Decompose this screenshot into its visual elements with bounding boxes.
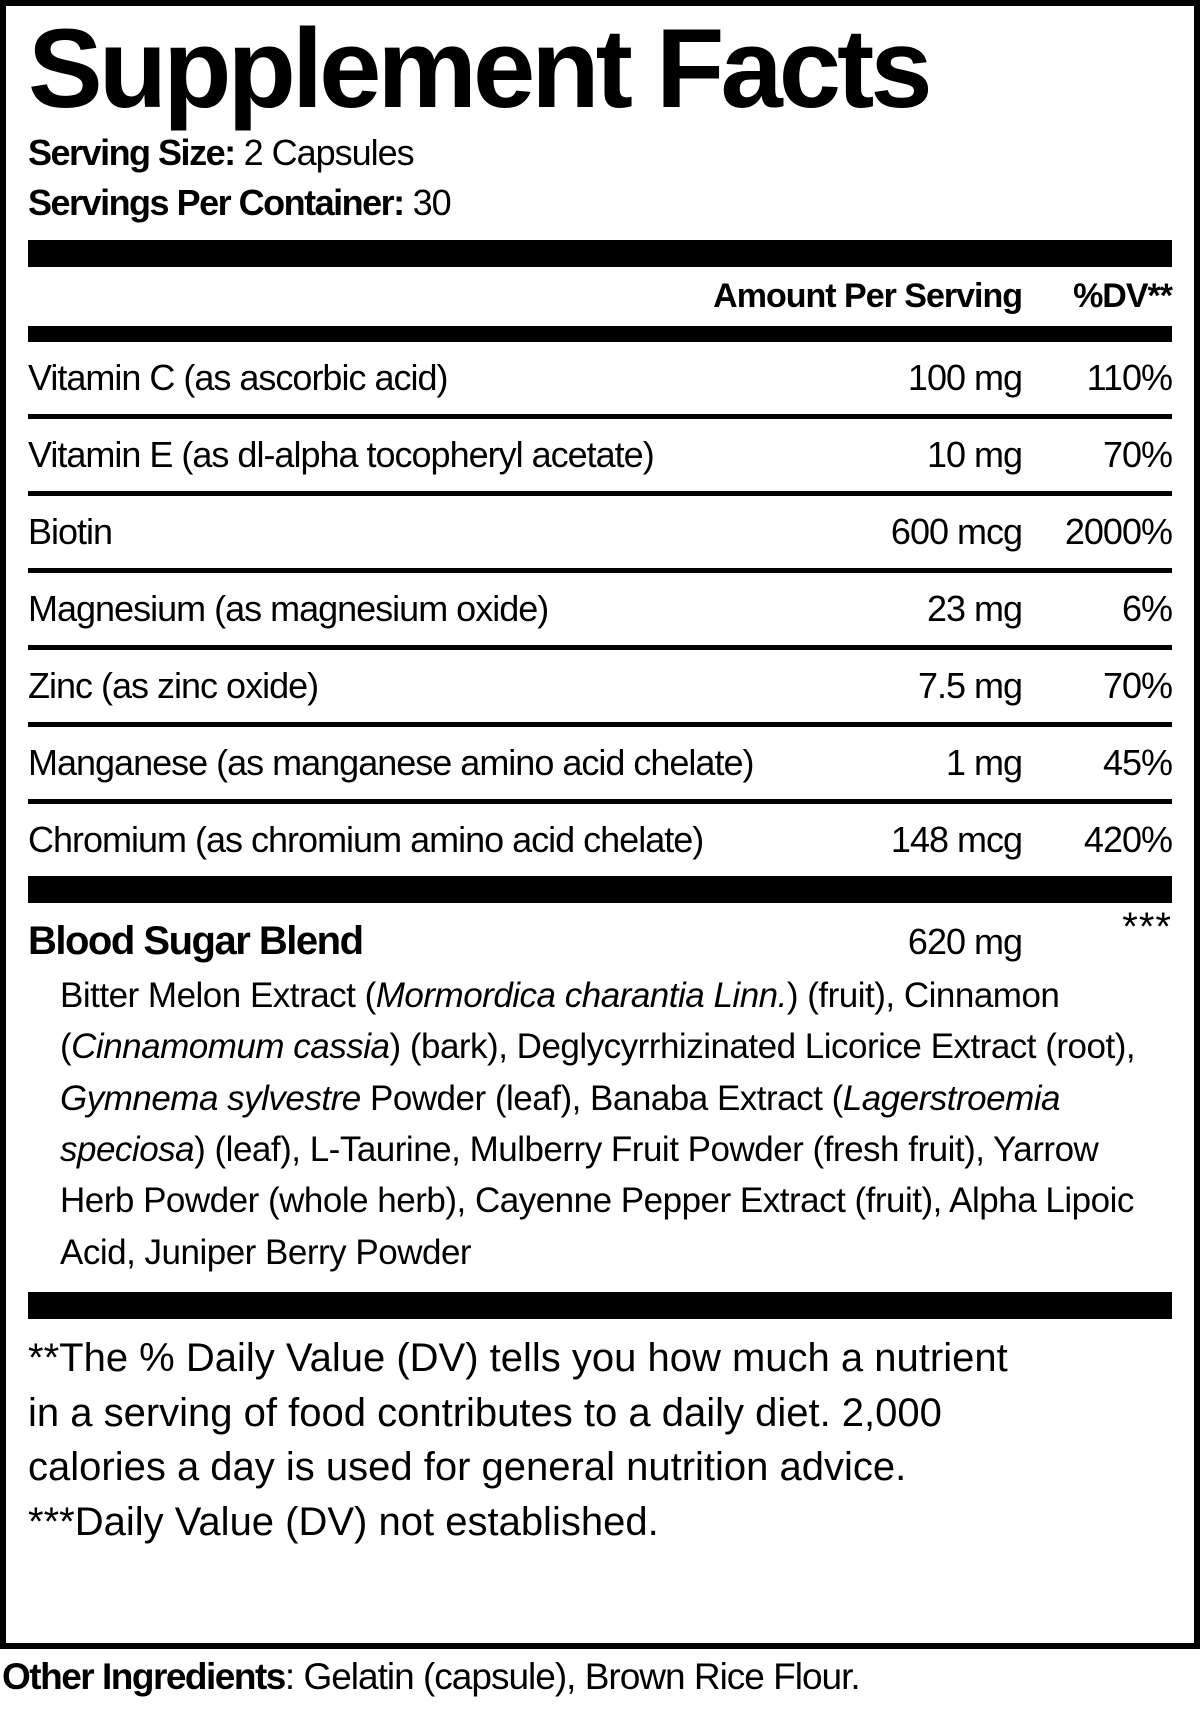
nutrient-dv: 70% [1102,664,1173,706]
servings-per-container-line: Servings Per Container: 30 [28,178,1172,228]
table-row: Manganese (as manganese amino acid chela… [28,721,1173,799]
table-row: Biotin 600 mcg 2000% [28,490,1173,568]
table-row: Chromium (as chromium amino acid chelate… [28,798,1173,876]
table-row: Vitamin C (as ascorbic acid) 100 mg 110% [28,342,1173,414]
nutrient-amount: 10 mg [926,433,1023,475]
nutrient-dv: 45% [1102,741,1173,783]
nutrient-name: Biotin [28,510,113,552]
other-ingredients-label: Other Ingredients [2,1656,286,1697]
servings-per-container-label: Servings Per Container: [28,182,405,224]
divider-thick-top [28,239,1172,267]
serving-info: Serving Size: 2 Capsules Servings Per Co… [28,128,1172,227]
nutrient-amount: 1 mg [945,741,1023,783]
nutrient-amount: 7.5 mg [917,664,1023,706]
serving-size-label: Serving Size: [28,132,236,174]
nutrient-amount: 600 mcg [890,510,1023,552]
table-row: Zinc (as zinc oxide) 7.5 mg 70% [28,644,1173,722]
blend-amount: 620 mg [907,920,1023,962]
footnotes: **The % Daily Value (DV) tells you how m… [28,1331,1172,1549]
nutrient-name: Vitamin C (as ascorbic acid) [28,356,449,398]
nutrient-name: Vitamin E (as dl-alpha tocopheryl acetat… [28,433,655,475]
dv-column-header: %DV** [1073,276,1173,315]
divider-thick-footnote [28,1292,1172,1320]
not-established-footnote: ***Daily Value (DV) not established. [28,1499,659,1544]
table-row: Vitamin E (as dl-alpha tocopheryl acetat… [28,413,1173,491]
nutrient-dv: 2000% [1064,510,1173,552]
divider-thick-blend [28,875,1172,903]
nutrient-amount: 100 mg [907,356,1023,398]
nutrient-name: Manganese (as manganese amino acid chela… [28,741,754,783]
nutrient-amount: 23 mg [926,587,1023,629]
table-header: Amount Per Serving %DV** [28,267,1173,326]
serving-size-value: 2 Capsules [234,132,415,174]
nutrient-name: Chromium (as chromium amino acid chelate… [28,818,704,860]
serving-size-line: Serving Size: 2 Capsules [28,128,1172,178]
nutrient-amount: 148 mcg [890,818,1023,860]
table-row: Magnesium (as magnesium oxide) 23 mg 6% [28,567,1173,645]
nutrient-dv: 420% [1083,818,1173,860]
nutrient-dv: 6% [1121,587,1173,629]
nutrient-table: Vitamin C (as ascorbic acid) 100 mg 110%… [28,342,1173,876]
blend-dv-asterisks: *** [1122,904,1172,949]
nutrient-name: Zinc (as zinc oxide) [28,664,319,706]
other-ingredients-value: : Gelatin (capsule), Brown Rice Flour. [284,1656,861,1697]
nutrient-dv: 70% [1102,433,1173,475]
amount-column-header: Amount Per Serving [713,276,1023,315]
supplement-facts-panel: Supplement Facts Serving Size: 2 Capsule… [0,0,1200,1649]
blend-row: Blood Sugar Blend 620 mg *** [28,903,1172,964]
blend-description: Bitter Melon Extract (Mormordica charant… [60,975,1136,1272]
panel-title: Supplement Facts [28,6,933,131]
divider-medium-header [28,325,1172,342]
nutrient-name: Magnesium (as magnesium oxide) [28,587,549,629]
daily-value-footnote: **The % Daily Value (DV) tells you how m… [28,1336,1008,1490]
blend-name: Blood Sugar Blend [28,918,364,963]
servings-per-container-value: 30 [403,182,452,224]
other-ingredients-line: Other Ingredients: Gelatin (capsule), Br… [2,1656,861,1698]
nutrient-dv: 110% [1086,356,1173,398]
